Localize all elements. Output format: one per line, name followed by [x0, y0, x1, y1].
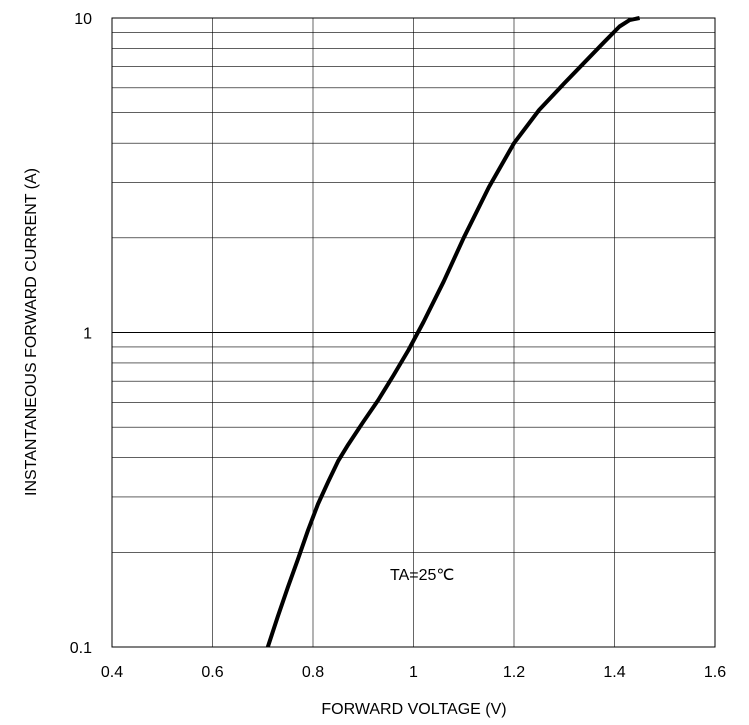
- x-tick-label: 1.4: [603, 664, 625, 681]
- x-tick-label: 1.6: [704, 664, 726, 681]
- y-tick-label: 10: [74, 11, 92, 28]
- x-tick-label: 1: [409, 664, 418, 681]
- x-tick-label: 1.2: [503, 664, 525, 681]
- x-tick-label: 0.8: [302, 664, 324, 681]
- y-axis-label: INSTANTANEOUS FORWARD CURRENT (A): [23, 168, 40, 496]
- x-tick-labels: 0.4 0.6 0.8 1 1.2 1.4 1.6: [101, 664, 726, 681]
- x-axis-label: FORWARD VOLTAGE (V): [321, 701, 506, 718]
- y-tick-label: 1: [83, 326, 92, 343]
- x-tick-label: 0.4: [101, 664, 123, 681]
- y-tick-labels: 0.1 1 10: [70, 11, 92, 657]
- y-tick-label: 0.1: [70, 640, 92, 657]
- x-tick-label: 0.6: [201, 664, 223, 681]
- grid: [111, 17, 716, 648]
- temperature-annotation: TA=25℃: [390, 567, 454, 584]
- plot-frame: [111, 17, 716, 648]
- series-line: [265, 16, 641, 648]
